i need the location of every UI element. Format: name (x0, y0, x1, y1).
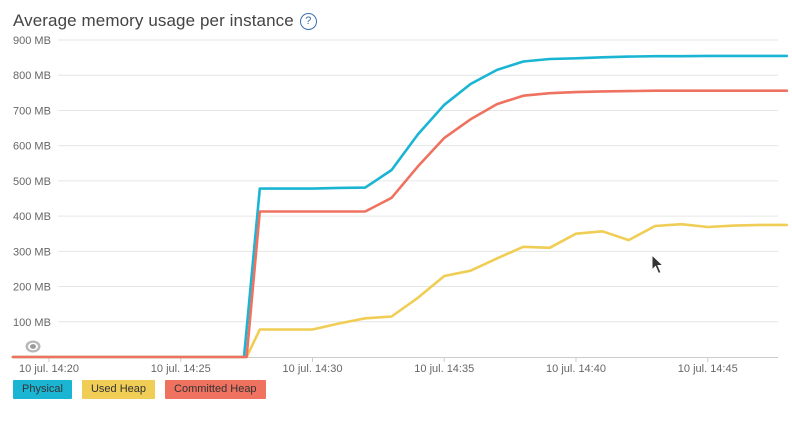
legend-item-committed-heap[interactable]: Committed Heap (165, 380, 266, 399)
y-tick-label: 500 MB (13, 176, 51, 188)
y-tick-label: 200 MB (13, 282, 51, 294)
y-tick-label: 300 MB (13, 246, 51, 258)
series-line-physical (11, 54, 789, 359)
mouse-cursor-icon (651, 254, 665, 275)
x-tick-label: 10 jul. 14:20 (19, 363, 79, 375)
chart-drag-handle-icon[interactable] (25, 340, 41, 353)
y-tick-label: 100 MB (13, 317, 51, 329)
x-tick-label: 10 jul. 14:30 (283, 363, 343, 375)
y-tick-label: 800 MB (13, 70, 51, 82)
y-tick-label: 700 MB (13, 105, 51, 117)
series-line-committed-heap (11, 89, 789, 359)
y-tick-label: 600 MB (13, 141, 51, 153)
x-tick-label: 10 jul. 14:25 (151, 363, 211, 375)
x-tick-label: 10 jul. 14:45 (678, 363, 738, 375)
y-tick-label: 900 MB (13, 35, 51, 47)
y-tick-label: 400 MB (13, 211, 51, 223)
legend-item-physical[interactable]: Physical (13, 380, 72, 399)
x-tick-label: 10 jul. 14:40 (546, 363, 606, 375)
x-tick-label: 10 jul. 14:35 (414, 363, 474, 375)
legend-item-used-heap[interactable]: Used Heap (81, 380, 156, 399)
chart-header: Average memory usage per instance ? (13, 11, 317, 31)
memory-line-chart: 100 MB 200 MB 300 MB 400 MB 500 MB 600 MB 700 … (11, 35, 789, 375)
help-icon[interactable]: ? (299, 12, 317, 30)
chart-title: Average memory usage per instance (13, 11, 294, 30)
series-line-used-heap (11, 222, 789, 359)
chart-legend: Physical Used Heap Committed Heap (13, 380, 266, 399)
